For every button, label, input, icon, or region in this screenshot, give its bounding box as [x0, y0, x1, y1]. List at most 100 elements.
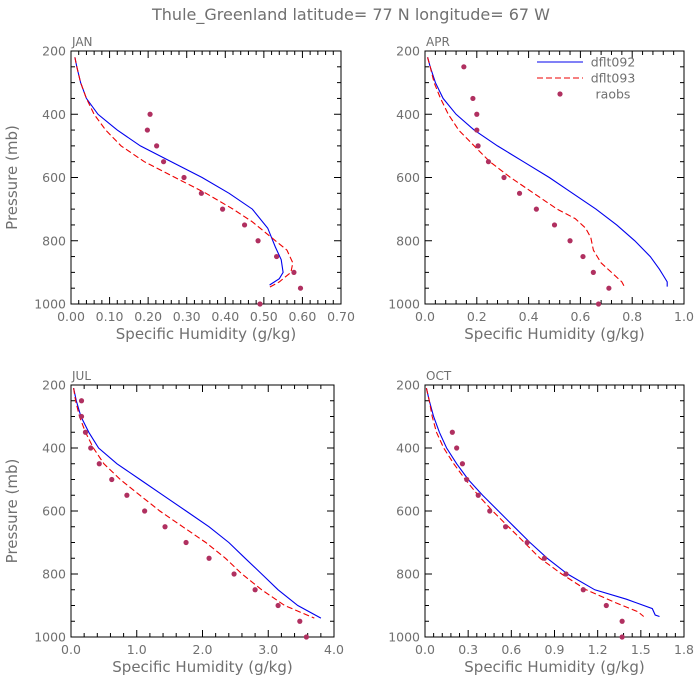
y-tick-label: 400: [42, 107, 66, 122]
raobs-point: [475, 492, 481, 498]
raobs-point: [96, 461, 102, 467]
raobs-point: [501, 174, 507, 181]
x-tick-label: 0.00: [57, 309, 85, 324]
x-axis-label: Specific Humidity (g/kg): [112, 658, 292, 676]
raobs-point: [303, 634, 309, 640]
y-tick-label: 1000: [388, 630, 420, 645]
raobs-point: [147, 111, 153, 117]
raobs-point: [603, 602, 609, 609]
plot-frame: [424, 384, 685, 638]
raobs-point: [524, 539, 530, 546]
raobs-point: [580, 253, 586, 260]
raobs-point: [297, 618, 303, 624]
y-tick-label: 1000: [34, 630, 66, 645]
raobs-point: [580, 587, 586, 593]
raobs-point: [255, 238, 261, 244]
x-tick-label: 2.0: [193, 642, 213, 657]
raobs-point: [619, 634, 625, 640]
raobs-point: [485, 159, 492, 165]
panel-label: JAN: [71, 35, 93, 49]
panel-jul: 0.0 1.0 2.0 3.0 4.0 200 400 600 800 1000 JUL Specif…: [3, 369, 344, 676]
x-tick-label: 1.5: [631, 642, 651, 657]
panel-label: OCT: [426, 369, 452, 383]
series-raobs: [461, 64, 612, 307]
x-tick-label: 0.3: [458, 642, 478, 657]
x-tick-label: 4.0: [324, 642, 344, 657]
raobs-point: [475, 143, 481, 149]
raobs-point: [470, 95, 476, 102]
raobs-point: [567, 238, 573, 244]
raobs-point: [297, 285, 304, 291]
x-tick-label: 0.9: [545, 642, 565, 657]
panel-apr: 0.0 0.2 0.4 0.6 0.8 1.0 200 400 600 800 1000 APR Spe…: [388, 35, 694, 343]
raobs-point: [78, 413, 85, 420]
raobs-point: [291, 269, 297, 275]
panel-label: APR: [426, 35, 450, 49]
raobs-point: [142, 508, 148, 514]
x-tick-label: 0.8: [622, 309, 642, 324]
legend-label: dflt092: [591, 55, 636, 70]
x-tick-label: 1.8: [674, 642, 694, 657]
series-line-dflt092: [425, 387, 660, 618]
raobs-point: [606, 285, 612, 291]
y-tick-label: 800: [396, 567, 420, 582]
raobs-point: [595, 301, 602, 307]
raobs-point: [257, 301, 263, 307]
y-tick-label: 1000: [34, 297, 66, 312]
raobs-point: [533, 206, 539, 212]
x-tick-label: 0.20: [134, 309, 162, 324]
raobs-point: [219, 206, 226, 212]
y-tick-label: 800: [42, 233, 66, 248]
x-tick-label: 1.0: [127, 642, 147, 657]
y-tick-label: 800: [396, 233, 420, 248]
y-tick-label: 600: [396, 504, 420, 519]
raobs-point: [206, 555, 212, 561]
legend-marker-raobs: [557, 91, 563, 97]
y-axis-label: Pressure (mb): [3, 125, 21, 230]
x-axis-label: Specific Humidity (g/kg): [464, 658, 644, 676]
x-tick-label: 0.10: [96, 309, 124, 324]
series-line-dflt093: [427, 57, 625, 287]
series-line-dflt093: [74, 57, 294, 289]
x-tick-label: 1.2: [588, 642, 608, 657]
y-axis-label: Pressure (mb): [3, 459, 21, 564]
raobs-point: [241, 222, 248, 228]
y-tick-label: 1000: [388, 297, 420, 312]
y-tick-label: 800: [42, 567, 66, 582]
x-axis-label: Specific Humidity (g/kg): [116, 325, 296, 343]
y-tick-label: 200: [396, 378, 420, 393]
panel-label: JUL: [71, 369, 91, 383]
series-raobs: [78, 398, 309, 640]
series-line-dflt092: [427, 57, 668, 287]
raobs-point: [474, 111, 480, 117]
raobs-point: [231, 571, 237, 577]
series-line-dflt093: [425, 387, 645, 617]
raobs-point: [502, 524, 509, 530]
x-tick-label: 3.0: [258, 642, 278, 657]
raobs-point: [160, 159, 167, 165]
raobs-point: [198, 190, 204, 196]
raobs-point: [109, 476, 115, 483]
raobs-point: [88, 445, 94, 451]
x-tick-label: 1.0: [674, 309, 694, 324]
x-tick-label: 0.2: [467, 309, 487, 324]
panel-oct: 0.0 0.3 0.6 0.9 1.2 1.5 1.8 200 400 600 800 1000 OCT…: [388, 369, 694, 676]
raobs-point: [252, 587, 258, 593]
panels: 0.00 0.10 0.20 0.30 0.40 0.50 0.60 0.70 200 400 60…: [3, 35, 694, 676]
raobs-point: [273, 253, 280, 260]
raobs-point: [144, 127, 150, 133]
y-tick-label: 200: [42, 44, 66, 59]
raobs-point: [551, 222, 558, 228]
plot-frame: [70, 50, 342, 305]
raobs-point: [563, 571, 569, 577]
y-tick-label: 400: [396, 107, 420, 122]
y-tick-label: 600: [42, 504, 66, 519]
raobs-point: [474, 127, 480, 133]
x-tick-label: 0.50: [250, 309, 278, 324]
y-tick-label: 600: [396, 170, 420, 185]
x-tick-label: 0.0: [61, 642, 81, 657]
raobs-point: [541, 555, 548, 561]
raobs-point: [516, 190, 523, 196]
x-tick-label: 0.60: [289, 309, 317, 324]
